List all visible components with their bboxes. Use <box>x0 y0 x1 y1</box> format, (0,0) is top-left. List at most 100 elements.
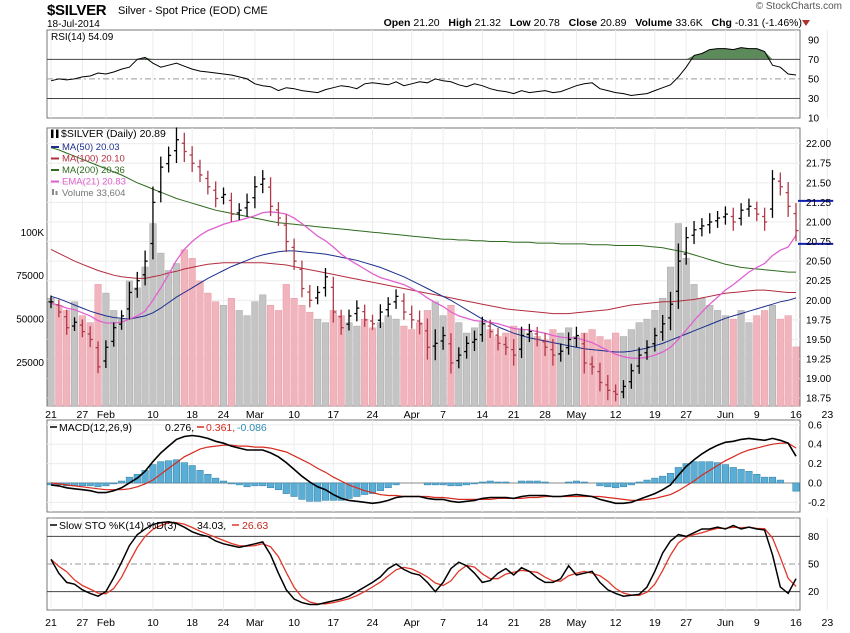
rsi-line <box>50 47 797 97</box>
volume-bar <box>643 318 651 407</box>
macd-histogram-bar <box>455 482 463 487</box>
macd-histogram-bar <box>86 482 94 487</box>
macd-histogram-bar <box>94 482 102 488</box>
price-bar <box>111 322 117 347</box>
price-bar <box>652 327 658 352</box>
volume-bar <box>70 301 79 407</box>
price-bar <box>636 347 642 374</box>
price-bar <box>511 339 517 366</box>
volume-label: Volume <box>635 17 673 29</box>
quote-summary: Open 21.20 High 21.32 Low 20.78 Close 20… <box>384 17 802 29</box>
x-tick-label: 24 <box>367 617 379 629</box>
x-tick-label: 14 <box>476 409 488 421</box>
macd-histogram-bar <box>721 464 729 484</box>
volume-bar <box>314 318 322 407</box>
volume-swatch-icon <box>55 191 58 195</box>
price-bar <box>166 146 172 173</box>
x-tick-label: 18 <box>186 617 198 629</box>
volume-bar <box>361 318 369 407</box>
price-bar <box>793 203 799 242</box>
price-bar <box>675 243 681 309</box>
macd-histogram-bar <box>329 482 337 501</box>
volume-bar <box>110 310 118 407</box>
price-bar <box>252 176 258 209</box>
macd-histogram-bar <box>219 480 228 484</box>
volume-bar <box>157 252 165 407</box>
price-bar <box>746 198 752 217</box>
macd-y-tick-label: 0.4 <box>808 440 822 451</box>
price-bar <box>581 333 587 374</box>
volume-bar <box>251 301 259 407</box>
x-tick-label: May <box>566 617 587 629</box>
macd-histogram-bar <box>627 482 635 486</box>
volume-bar <box>227 298 235 407</box>
volume-bar <box>86 322 94 407</box>
macd-histogram-bar <box>541 481 549 484</box>
price-bar <box>72 317 78 331</box>
sto-d-value: 26.63 <box>242 520 268 532</box>
macd-histogram-bar <box>651 477 659 484</box>
price-bar <box>315 286 321 305</box>
x-tick-label: 21 <box>508 409 520 421</box>
price-bar <box>620 380 626 399</box>
price-bar <box>48 295 54 309</box>
x-tick-label: 17 <box>327 617 339 629</box>
volume-bar <box>651 310 659 407</box>
x-tick-label: 7 <box>440 409 446 421</box>
macd-histogram-bar <box>345 482 353 499</box>
price-bar <box>660 314 666 341</box>
description-text: Silver - Spot Price (EOD) <box>118 5 241 17</box>
volume-tick-label: 50000 <box>16 315 44 326</box>
price-y-tick-label: 21.25 <box>806 198 831 209</box>
rsi-label: RSI(14) 54.09 <box>51 32 114 43</box>
macd-histogram-bar <box>525 480 533 484</box>
macd-histogram-bar <box>423 482 431 486</box>
macd-histogram-bar <box>298 482 306 500</box>
macd-histogram-bar <box>768 476 777 484</box>
down-arrow-icon <box>802 20 810 26</box>
volume-bar <box>737 310 745 407</box>
volume-bar <box>761 310 769 407</box>
price-bar <box>699 218 705 237</box>
price-bar <box>370 314 376 331</box>
price-bar <box>542 332 548 357</box>
macd-histogram-bar <box>619 482 628 488</box>
x-tick-label: 16 <box>790 617 802 629</box>
legend-ma50: MA(50) 20.03 <box>62 142 120 153</box>
x-tick-label: 19 <box>649 409 661 421</box>
x-tick-label: Jun <box>717 409 734 421</box>
macd-histogram-bar <box>753 473 761 484</box>
price-bar <box>197 159 203 183</box>
macd-signal-value: 0.361, <box>206 422 235 434</box>
macd-histogram-bar <box>698 461 706 484</box>
price-bar <box>346 309 352 331</box>
price-bar <box>275 202 281 226</box>
x-tick-label: Feb <box>97 617 115 629</box>
volume-value: 33.6K <box>675 17 703 29</box>
volume-bar <box>706 304 714 407</box>
volume-swatch-icon <box>52 189 54 195</box>
macd-histogram-bar <box>259 482 267 487</box>
macd-histogram-bar <box>478 481 486 484</box>
volume-bar <box>714 310 722 407</box>
rsi-panel <box>46 29 801 119</box>
price-y-tick-label: 22.00 <box>806 139 831 150</box>
bar-chart-icon: ▌▌ <box>51 129 61 139</box>
volume-bar <box>549 329 557 407</box>
volume-bar <box>321 322 330 407</box>
price-bar <box>64 309 70 335</box>
volume-bar <box>792 346 800 407</box>
rsi-y-tick-label: 90 <box>808 35 820 46</box>
price-bar <box>205 170 211 195</box>
legend-ma100: MA(100) 20.10 <box>62 154 125 165</box>
macd-histogram-bar <box>635 481 643 484</box>
copyright-link[interactable]: © StockCharts.com <box>755 1 842 12</box>
x-tick-label: 12 <box>610 617 622 629</box>
volume-bar <box>282 284 290 407</box>
volume-tick-label: 25000 <box>16 358 44 369</box>
volume-bar <box>47 298 55 407</box>
volume-bar <box>604 339 612 407</box>
x-tick-label: 10 <box>288 409 300 421</box>
price-bar <box>299 260 305 298</box>
price-bar <box>503 336 509 356</box>
